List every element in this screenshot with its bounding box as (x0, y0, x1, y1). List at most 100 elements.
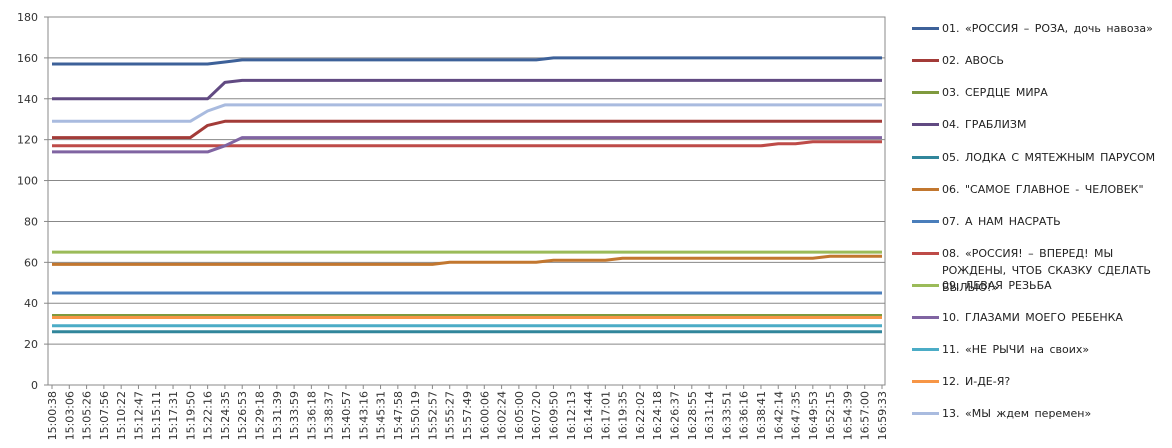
x-tick-label: 16:22:02 (634, 391, 647, 440)
y-tick-label: 160 (17, 52, 38, 65)
legend-swatch (912, 220, 939, 223)
x-tick-label: 16:36:16 (738, 391, 751, 440)
legend-label: 13. «МЫ ждем перемен» (942, 407, 1092, 420)
x-tick-label: 15:19:50 (184, 391, 197, 440)
legend-label: 04. ГРАБЛИЗМ (942, 118, 1027, 131)
legend-label: 12. И-ДЕ-Я? (942, 375, 1011, 388)
x-tick-label: 15:55:27 (444, 391, 457, 440)
legend-item: 07. А НАМ НАСРАТЬ (912, 213, 1162, 230)
x-tick-label: 16:52:15 (824, 391, 837, 440)
legend-label: 10. ГЛАЗАМИ МОЕГО РЕБЕНКА (942, 311, 1123, 324)
legend-swatch (912, 188, 939, 191)
x-tick-label: 16:42:14 (772, 391, 785, 440)
series-line (52, 119, 882, 140)
legend-swatch (912, 412, 939, 415)
x-tick-label: 15:10:22 (115, 391, 128, 440)
legend-label: 08. «РОССИЯ! – ВПЕРЕД! МЫ РОЖДЕНЫ, ЧТОБ … (942, 247, 1151, 294)
series-line (52, 136, 882, 154)
x-tick-label: 16:57:00 (859, 391, 872, 440)
x-tick-label: 16:19:35 (617, 391, 630, 440)
legend-label: 05. ЛОДКА С МЯТЕЖНЫМ ПАРУСОМ (942, 151, 1156, 164)
legend-swatch (912, 316, 939, 319)
x-tick-label: 15:50:19 (409, 391, 422, 440)
series-line (52, 78, 882, 101)
legend-swatch (912, 252, 939, 255)
x-tick-label: 16:26:37 (669, 391, 682, 440)
x-tick-label: 15:33:59 (288, 391, 301, 440)
x-tick-label: 16:17:01 (599, 391, 612, 440)
legend-label: 03. СЕРДЦЕ МИРА (942, 86, 1048, 99)
x-tick-label: 16:47:35 (790, 391, 803, 440)
x-tick-label: 16:05:00 (513, 391, 526, 440)
x-tick-label: 16:09:50 (547, 391, 560, 440)
x-tick-label: 16:49:53 (807, 391, 820, 440)
legend-swatch (912, 123, 939, 126)
y-tick-label: 120 (17, 134, 38, 147)
x-tick-label: 15:26:53 (236, 391, 249, 440)
legend-label: 01. «РОССИЯ – РОЗА, дочь навоза» (942, 22, 1153, 35)
x-tick-label: 15:43:16 (357, 391, 370, 440)
legend-item: 10. ГЛАЗАМИ МОЕГО РЕБЕНКА (912, 309, 1162, 326)
legend-swatch (912, 91, 939, 94)
legend-label: 06. "САМОЕ ГЛАВНОЕ - ЧЕЛОВЕК" (942, 183, 1144, 196)
x-tick-label: 16:00:06 (478, 391, 491, 440)
x-tick-label: 15:57:49 (461, 391, 474, 440)
y-tick-label: 60 (24, 256, 38, 269)
x-tick-label: 15:15:11 (150, 391, 163, 440)
legend-swatch (912, 156, 939, 159)
y-tick-label: 140 (17, 93, 38, 106)
x-tick-label: 16:28:55 (686, 391, 699, 440)
x-tick-label: 16:07:20 (530, 391, 543, 440)
x-tick-label: 16:31:14 (703, 391, 716, 440)
x-tick-label: 15:24:35 (219, 391, 232, 440)
x-tick-label: 15:03:06 (63, 391, 76, 440)
legend-label: 11. «НЕ РЫЧИ на своих» (942, 343, 1090, 356)
x-tick-label: 16:02:24 (496, 391, 509, 440)
x-tick-label: 16:54:39 (841, 391, 854, 440)
x-tick-label: 16:59:33 (876, 391, 889, 440)
x-tick-label: 15:05:26 (81, 391, 94, 440)
y-tick-label: 80 (24, 215, 38, 228)
x-tick-label: 15:00:38 (46, 391, 59, 440)
x-tick-label: 15:38:37 (323, 391, 336, 440)
x-tick-label: 15:07:56 (98, 391, 111, 440)
legend-item: 01. «РОССИЯ – РОЗА, дочь навоза» (912, 20, 1162, 37)
x-tick-label: 16:14:44 (582, 391, 595, 440)
legend-item: 06. "САМОЕ ГЛАВНОЕ - ЧЕЛОВЕК" (912, 181, 1162, 198)
x-tick-label: 15:22:16 (202, 391, 215, 440)
x-tick-label: 15:52:57 (426, 391, 439, 440)
legend-item: 11. «НЕ РЫЧИ на своих» (912, 341, 1162, 358)
x-tick-label: 15:17:31 (167, 391, 180, 440)
y-tick-label: 100 (17, 175, 38, 188)
y-tick-label: 180 (17, 11, 38, 24)
x-tick-label: 15:31:39 (271, 391, 284, 440)
legend-item: 09. ЛЕВАЯ РЕЗЬБА (912, 277, 1162, 294)
legend-item: 02. АВОСЬ (912, 52, 1162, 69)
x-tick-label: 15:45:31 (375, 391, 388, 440)
legend-label: 07. А НАМ НАСРАТЬ (942, 215, 1061, 228)
x-tick-label: 15:47:58 (392, 391, 405, 440)
x-tick-label: 16:12:13 (565, 391, 578, 440)
legend-label: 02. АВОСЬ (942, 54, 1004, 67)
legend-item: 04. ГРАБЛИЗМ (912, 116, 1162, 133)
y-tick-label: 40 (24, 297, 38, 310)
legend-label: 09. ЛЕВАЯ РЕЗЬБА (942, 279, 1052, 292)
legend-swatch (912, 284, 939, 287)
legend-item: 03. СЕРДЦЕ МИРА (912, 84, 1162, 101)
series-line (52, 254, 882, 266)
legend-swatch (912, 380, 939, 383)
legend-swatch (912, 27, 939, 30)
legend-item: 13. «МЫ ждем перемен» (912, 405, 1162, 422)
legend-item: 05. ЛОДКА С МЯТЕЖНЫМ ПАРУСОМ (912, 149, 1162, 166)
x-tick-label: 15:12:47 (132, 391, 145, 440)
x-tick-label: 15:40:57 (340, 391, 353, 440)
x-tick-label: 15:36:18 (305, 391, 318, 440)
legend-item: 08. «РОССИЯ! – ВПЕРЕД! МЫ РОЖДЕНЫ, ЧТОБ … (912, 245, 1162, 296)
legend-item: 12. И-ДЕ-Я? (912, 373, 1162, 390)
plot-area (47, 16, 886, 386)
series-line (52, 56, 882, 66)
x-tick-label: 16:24:18 (651, 391, 664, 440)
series-line (52, 140, 882, 148)
